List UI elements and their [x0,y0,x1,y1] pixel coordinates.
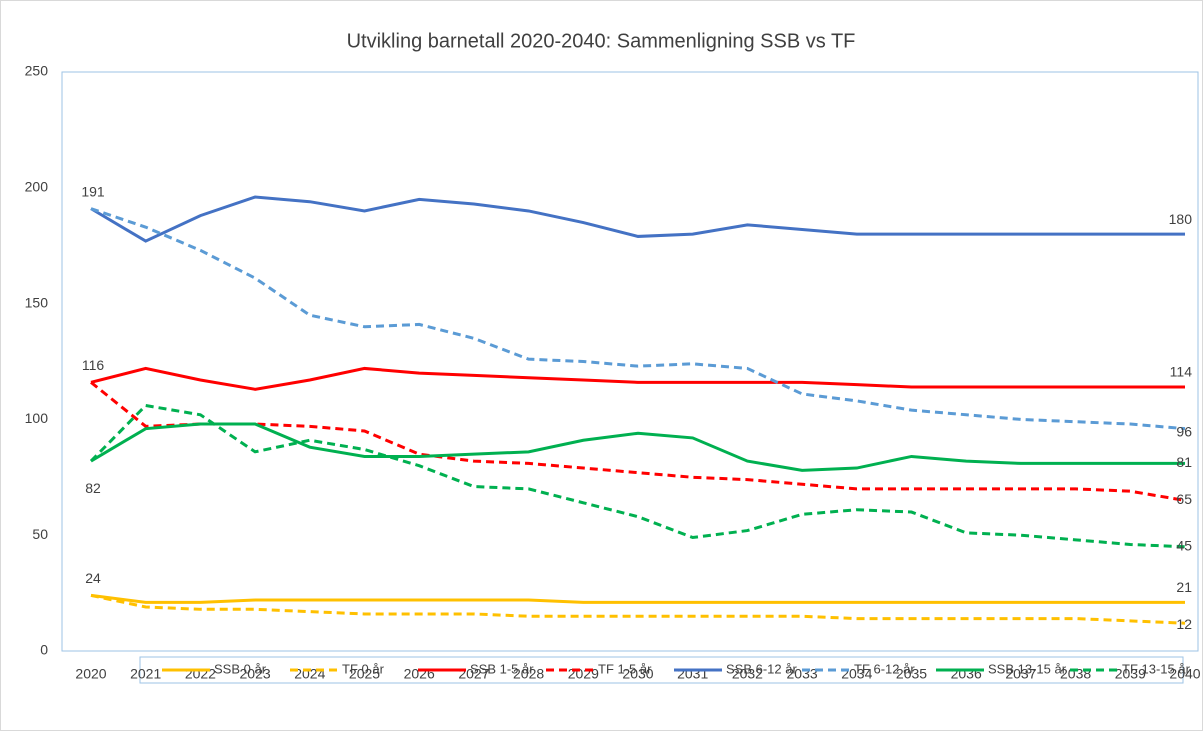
legend-label: SSB 13-15 år [988,661,1067,676]
x-tick-label: 2034 [841,666,872,682]
legend-label: TF 6-12 år [854,661,915,676]
data-label: 180 [1169,211,1193,227]
x-tick-label: 2036 [951,666,982,682]
x-tick-label: 2035 [896,666,927,682]
series-line [90,381,1186,502]
y-tick-label: 200 [25,179,49,195]
y-tick-label: 250 [25,63,49,79]
data-label: 24 [85,570,101,586]
series-line [90,593,1185,604]
legend-label: SSB 0 år [214,661,267,676]
chart-title: Utvikling barnetall 2020-2040: Sammenlig… [347,30,856,52]
x-tick-label: 2040 [1169,666,1200,682]
legend-label: TF 13-15 år [1122,661,1191,676]
series-line [90,195,1185,243]
data-label: 82 [85,480,101,496]
x-tick-label: 2039 [1115,666,1146,682]
y-tick-label: 150 [25,294,49,310]
data-label: 114 [1170,364,1193,380]
x-tick-label: 2031 [677,666,708,682]
x-tick-label: 2027 [458,666,489,682]
series-line [89,403,1186,549]
x-tick-label: 2029 [568,666,599,682]
x-tick-label: 2032 [732,666,763,682]
x-tick-label: 2037 [1005,666,1036,682]
data-label: 81 [1176,454,1192,470]
series-line [90,593,1186,625]
legend-label: SSB 1-5 år [470,661,534,676]
x-tick-label: 2020 [75,666,106,682]
data-label: 116 [82,357,105,373]
y-tick-label: 0 [40,642,48,658]
x-tick-label: 2026 [404,666,435,682]
y-tick-label: 50 [32,526,48,542]
legend-label: SSB 6-12 år [726,661,797,676]
data-label: 45 [1176,537,1192,553]
legend-box [139,656,1184,684]
data-label: 96 [1176,423,1192,439]
x-tick-label: 2022 [185,666,216,682]
data-label: 21 [1176,579,1192,595]
x-tick-label: 2024 [294,666,325,682]
legend-label: TF 1-5 år [598,661,652,676]
x-tick-label: 2028 [513,666,544,682]
data-label: 191 [81,183,105,199]
legend-label: TF 0 år [342,661,385,676]
plot-area [61,71,1199,652]
x-tick-label: 2023 [240,666,271,682]
series-line [90,366,1185,391]
y-tick-label: 100 [25,410,49,426]
x-tick-label: 2025 [349,666,380,682]
data-label: 12 [1176,616,1192,632]
data-label: 65 [1176,491,1192,507]
series-line [90,207,1186,431]
x-tick-label: 2021 [130,666,161,682]
x-tick-label: 2030 [622,666,653,682]
x-tick-label: 2033 [787,666,818,682]
series-line [90,422,1185,472]
